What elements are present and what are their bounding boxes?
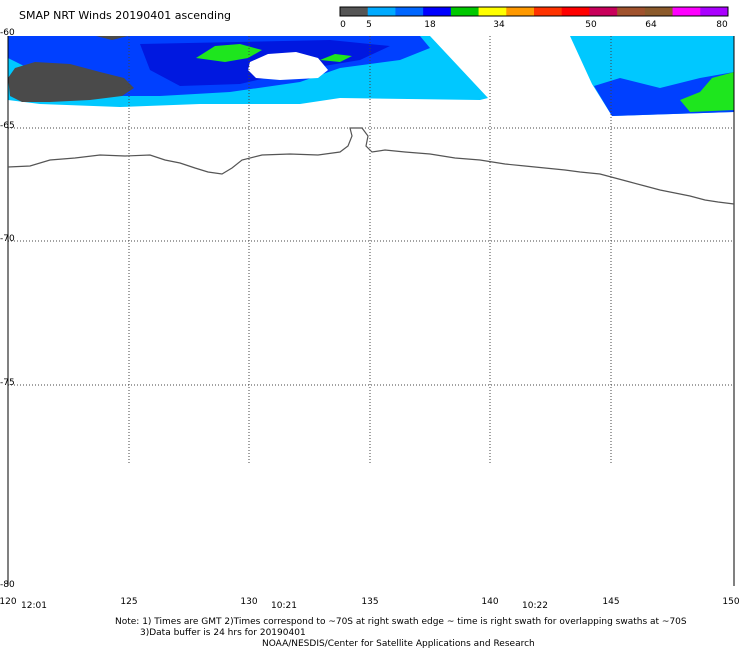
colorbar-tick-label: 5 bbox=[366, 20, 372, 30]
colorbar-segment bbox=[617, 7, 646, 16]
colorbar-tick-label: 34 bbox=[493, 20, 505, 30]
colorbar-segment bbox=[644, 7, 674, 16]
colorbar-segment bbox=[589, 7, 618, 16]
lon-label-125: 125 bbox=[120, 597, 138, 607]
colorbar-tick-label: 0 bbox=[340, 20, 346, 30]
wind-swath-right bbox=[570, 36, 734, 116]
wind-swath-left bbox=[8, 36, 488, 107]
swath-gap-white bbox=[248, 52, 328, 80]
time-label-1021: 10:21 bbox=[271, 601, 297, 611]
colorbar-frame bbox=[339, 6, 729, 17]
swath-green bbox=[196, 44, 262, 62]
note-line-1: Note: 1) Times are GMT 2)Times correspon… bbox=[115, 617, 687, 627]
lon-label-150: 150 bbox=[722, 597, 740, 607]
colorbar-segment bbox=[367, 7, 396, 16]
colorbar-segment bbox=[561, 7, 590, 16]
colorbar-segment bbox=[395, 7, 424, 16]
time-label-1201: 12:01 bbox=[21, 601, 47, 611]
lat-label-75: -75 bbox=[0, 378, 15, 388]
swath-gray-region bbox=[8, 62, 134, 102]
swath-right-green bbox=[680, 72, 734, 112]
colorbar-segment bbox=[340, 7, 369, 16]
swath-green-2 bbox=[320, 54, 352, 62]
colorbar bbox=[339, 6, 729, 17]
lat-label-60: -60 bbox=[0, 28, 15, 38]
antarctic-coastline bbox=[7, 127, 735, 205]
colorbar-segment bbox=[450, 7, 480, 16]
map-frame bbox=[7, 36, 735, 586]
time-label-1022: 10:22 bbox=[522, 601, 548, 611]
lon-label-130: 130 bbox=[240, 597, 258, 607]
lon-label-120: 120 bbox=[0, 597, 17, 607]
colorbar-segment bbox=[672, 7, 701, 16]
note-line-3: NOAA/NESDIS/Center for Satellite Applica… bbox=[262, 639, 535, 649]
colorbar-segment bbox=[506, 7, 535, 16]
lat-label-65: -65 bbox=[0, 121, 15, 131]
lon-label-145: 145 bbox=[602, 597, 620, 607]
lon-label-140: 140 bbox=[481, 597, 499, 607]
colorbar-tick-label: 18 bbox=[424, 20, 436, 30]
colorbar-segment bbox=[423, 7, 452, 16]
lat-label-80: -80 bbox=[0, 580, 15, 590]
colorbar-segment bbox=[700, 7, 729, 16]
lat-label-70: -70 bbox=[0, 234, 15, 244]
page-title: SMAP NRT Winds 20190401 ascending bbox=[19, 9, 232, 22]
graticule bbox=[8, 36, 734, 465]
swath-top-dark bbox=[96, 36, 128, 40]
colorbar-tick-label: 50 bbox=[585, 20, 597, 30]
colorbar-tick-label: 80 bbox=[716, 20, 728, 30]
lon-label-135: 135 bbox=[361, 597, 379, 607]
note-line-2: 3)Data buffer is 24 hrs for 20190401 bbox=[140, 628, 306, 638]
colorbar-segment bbox=[534, 7, 563, 16]
colorbar-segment bbox=[478, 7, 507, 16]
colorbar-tick-label: 64 bbox=[645, 20, 657, 30]
